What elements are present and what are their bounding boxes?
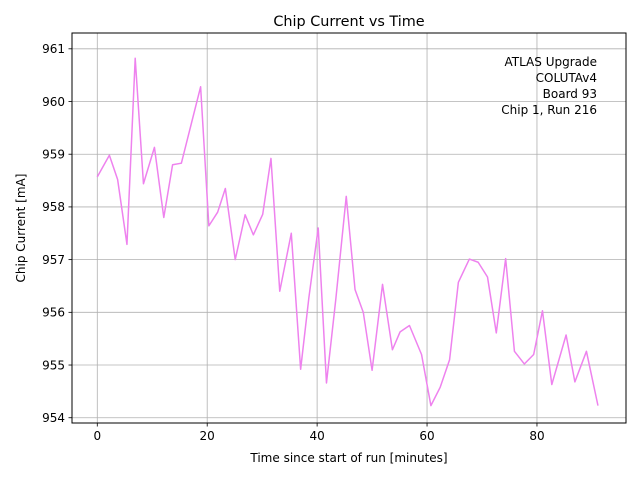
y-tick-label: 954	[42, 411, 65, 425]
x-tick-label: 60	[419, 429, 434, 443]
x-axis-ticks: 0 20 40 60 80	[93, 423, 545, 443]
y-tick-label: 961	[42, 42, 65, 56]
series-line	[96, 57, 599, 407]
y-tick-label: 957	[42, 253, 65, 267]
annotation-line-board: Board 93	[543, 87, 597, 101]
y-tick-label: 956	[42, 306, 65, 320]
y-tick-label: 960	[42, 95, 65, 109]
x-tick-label: 80	[529, 429, 544, 443]
annotation-line-experiment: ATLAS Upgrade	[504, 55, 597, 69]
run-info-annotation: ATLAS Upgrade COLUTAv4 Board 93 Chip 1, …	[501, 55, 597, 117]
y-tick-label: 955	[42, 358, 65, 372]
annotation-line-chip-run: Chip 1, Run 216	[501, 103, 597, 117]
annotation-line-chip-version: COLUTAv4	[536, 71, 597, 85]
plot-series	[96, 57, 599, 407]
chart-title: Chip Current vs Time	[273, 14, 424, 30]
plot-frame	[71, 32, 627, 424]
x-tick-label: 20	[200, 429, 215, 443]
y-tick-label: 958	[42, 200, 65, 214]
x-tick-label: 0	[93, 429, 101, 443]
y-axis-label: Chip Current [mA]	[14, 174, 28, 283]
x-tick-label: 40	[309, 429, 324, 443]
x-axis-label: Time since start of run [minutes]	[249, 451, 447, 465]
grid	[72, 33, 626, 423]
y-axis-ticks: 954 955 956 957 958 959 960 961	[42, 42, 72, 425]
y-tick-label: 959	[42, 148, 65, 162]
